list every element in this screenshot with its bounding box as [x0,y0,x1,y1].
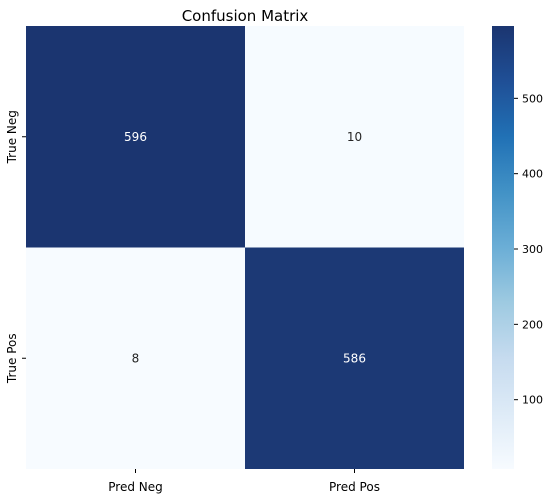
colorbar-tick-label: 200 [522,318,543,331]
colorbar-tick-label: 100 [522,394,543,407]
colorbar: 100 200 300 400 500 [492,26,543,469]
colorbar-tick-label: 300 [522,243,543,256]
y-tick-label: True Neg [5,110,19,164]
heatmap-cell [245,247,464,469]
chart-title: Confusion Matrix [182,7,309,25]
x-axis: Pred Neg Pred Pos [108,469,380,494]
cell-value-label: 8 [132,351,140,365]
colorbar-gradient [492,26,514,469]
y-tick-label: True Pos [5,333,19,384]
y-axis: True Neg True Pos [5,110,26,384]
colorbar-tick-label: 500 [522,92,543,105]
cell-value-label: 10 [347,130,362,144]
x-tick-label: Pred Neg [108,480,163,494]
colorbar-ticks: 100 200 300 400 500 [514,92,543,407]
heatmap-cell [26,26,245,248]
cell-value-label: 596 [124,130,147,144]
x-tick-label: Pred Pos [329,480,380,494]
heatmap-cell [245,26,464,248]
colorbar-tick-label: 400 [522,168,543,181]
heatmap-cells: 596 10 8 586 [26,26,464,469]
heatmap-cell [26,247,245,469]
cell-value-label: 586 [343,351,366,365]
